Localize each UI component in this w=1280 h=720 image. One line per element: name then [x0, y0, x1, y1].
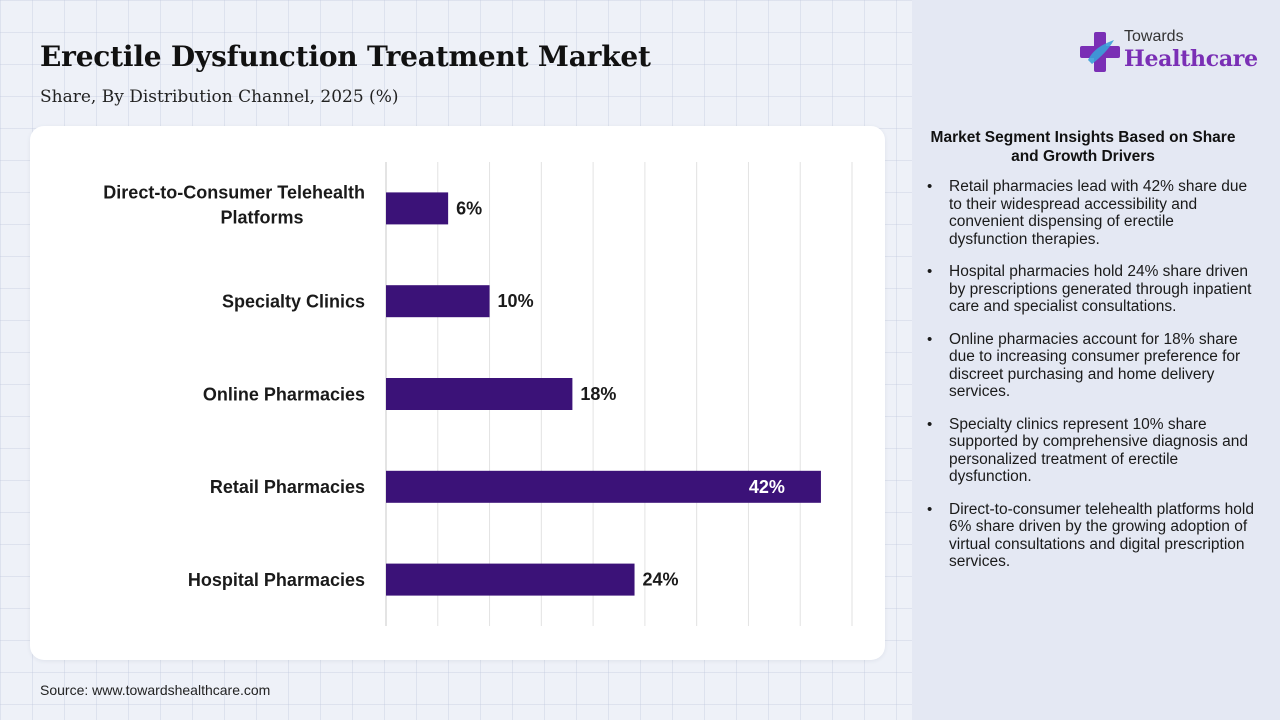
insight-item: Retail pharmacies lead with 42% share du…	[924, 178, 1254, 248]
bar	[386, 563, 635, 596]
insights-list: Retail pharmacies lead with 42% share du…	[924, 178, 1254, 586]
source-note: Source: www.towardshealthcare.com	[40, 682, 271, 698]
data-label: 18%	[580, 384, 616, 404]
chart-card: Direct-to-Consumer Telehealth Platforms 6%…	[30, 126, 885, 660]
bar-chart: Direct-to-Consumer Telehealth Platforms 6%…	[103, 162, 853, 626]
insight-item: Online pharmacies account for 18% share …	[924, 331, 1254, 401]
category-label: Online Pharmacies	[203, 384, 365, 404]
insight-item: Specialty clinics represent 10% share su…	[924, 416, 1254, 486]
bar	[386, 285, 490, 318]
insight-item: Direct-to-consumer telehealth platforms …	[924, 501, 1254, 571]
data-label: 24%	[643, 570, 679, 590]
cross-plus-icon	[1080, 32, 1120, 72]
bar	[386, 378, 573, 410]
category-label: Specialty Clinics	[222, 292, 365, 312]
data-label: 6%	[456, 198, 482, 218]
data-label: 42%	[749, 477, 785, 497]
logo-text-top: Towards	[1124, 28, 1184, 45]
category-label: Hospital Pharmacies	[188, 570, 365, 590]
category-label: Retail Pharmacies	[210, 477, 365, 497]
page-subtitle: Share, By Distribution Channel, 2025 (%)	[40, 87, 399, 107]
data-label: 10%	[498, 291, 534, 311]
brand-logo: Towards Healthcare	[1080, 28, 1260, 78]
logo-text-bottom: Healthcare	[1124, 46, 1258, 72]
insight-item: Hospital pharmacies hold 24% share drive…	[924, 263, 1254, 316]
insights-heading: Market Segment Insights Based on Share a…	[930, 129, 1236, 165]
bar	[386, 470, 821, 503]
category-label: Direct-to-Consumer Telehealth Platforms	[103, 183, 365, 228]
bar	[386, 192, 449, 225]
page-title: Erectile Dysfunction Treatment Market	[40, 40, 651, 73]
